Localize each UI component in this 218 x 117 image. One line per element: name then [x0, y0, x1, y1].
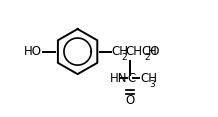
Text: C: C: [127, 72, 136, 85]
Text: HO: HO: [24, 45, 42, 58]
Text: 2: 2: [122, 53, 127, 62]
Text: 3: 3: [150, 80, 155, 89]
Text: H: H: [148, 45, 157, 58]
Text: O: O: [125, 94, 135, 107]
Text: HN: HN: [110, 72, 127, 85]
Text: CH: CH: [140, 72, 157, 85]
Text: CH: CH: [112, 45, 129, 58]
Text: 2: 2: [144, 53, 150, 62]
Text: CHCO: CHCO: [126, 45, 160, 58]
